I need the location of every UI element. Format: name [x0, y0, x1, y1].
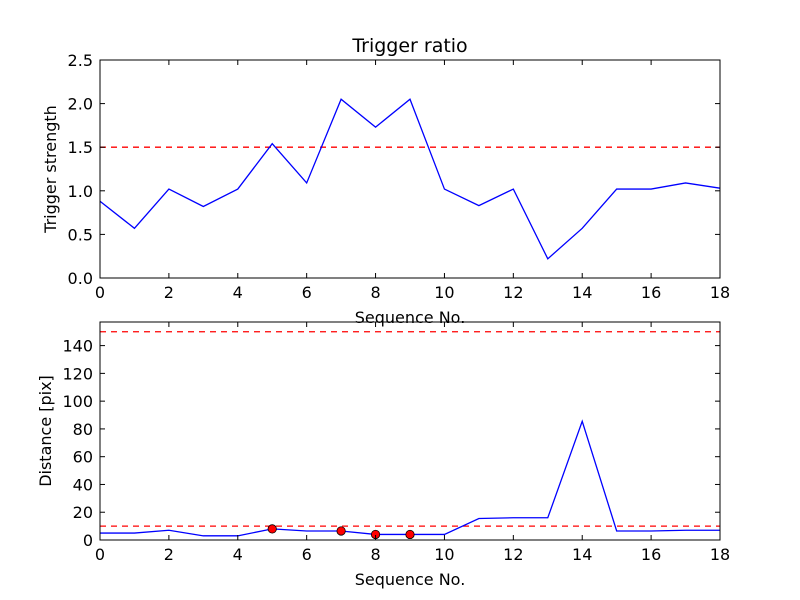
y-tick-label: 0 — [83, 531, 93, 550]
y-tick-label: 20 — [73, 503, 93, 522]
data-point — [267, 524, 277, 534]
x-tick-label: 14 — [572, 545, 592, 564]
x-tick-label: 18 — [710, 283, 730, 302]
series-line — [99, 98, 721, 260]
y-tick-label: 2.0 — [68, 95, 93, 114]
y-axis-label: Trigger strength — [41, 105, 60, 234]
x-tick-label: 6 — [302, 283, 312, 302]
x-tick-label: 16 — [641, 545, 661, 564]
x-tick-label: 12 — [503, 283, 523, 302]
x-tick-label: 16 — [641, 283, 661, 302]
x-tick-label: 4 — [233, 545, 243, 564]
x-tick-label: 2 — [164, 283, 174, 302]
y-tick-label: 0.0 — [68, 269, 93, 288]
data-point — [405, 529, 415, 540]
x-tick-label: 10 — [434, 545, 454, 564]
x-tick-label: 6 — [302, 545, 312, 564]
y-tick-label: 100 — [62, 392, 93, 411]
x-tick-label: 8 — [370, 545, 380, 564]
chart-title: Trigger ratio — [351, 35, 467, 57]
y-tick-label: 140 — [62, 337, 93, 356]
plot-frame — [99, 59, 721, 279]
y-tick-label: 2.5 — [68, 51, 93, 70]
data-point — [336, 526, 346, 536]
x-axis-label: Sequence No. — [355, 308, 466, 327]
subplot-distance: Sequence No. Distance [pix] 0 2 4 6 8 10 12 14 1… — [36, 321, 730, 589]
x-tick-label: 2 — [164, 545, 174, 564]
subplot-trigger-ratio: Trigger ratio Sequence No. Trigger stren… — [41, 35, 730, 327]
y-tick-label: 1.5 — [68, 138, 93, 157]
x-tick-label: 0 — [95, 283, 105, 302]
x-tick-label: 12 — [503, 545, 523, 564]
y-tick-label: 0.5 — [68, 225, 93, 244]
y-tick-label: 80 — [73, 420, 93, 439]
x-tick-label: 4 — [233, 283, 243, 302]
x-axis-label: Sequence No. — [355, 570, 466, 589]
y-tick-label: 40 — [73, 475, 93, 494]
y-tick-label: 1.0 — [68, 182, 93, 201]
plot-frame — [99, 321, 721, 541]
x-tick-label: 8 — [370, 283, 380, 302]
y-tick-label: 120 — [62, 364, 93, 383]
x-tick-label: 18 — [710, 545, 730, 564]
y-axis-label: Distance [pix] — [36, 375, 55, 487]
x-tick-label: 0 — [95, 545, 105, 564]
x-tick-label: 10 — [434, 283, 454, 302]
x-tick-label: 14 — [572, 283, 592, 302]
y-tick-label: 60 — [73, 448, 93, 467]
